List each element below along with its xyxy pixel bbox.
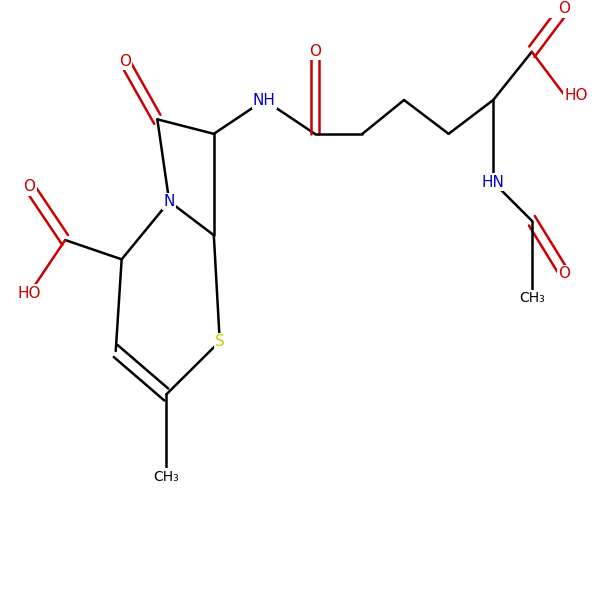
Text: O: O <box>119 54 131 69</box>
Text: O: O <box>309 44 321 59</box>
Text: HN: HN <box>482 175 505 190</box>
Text: S: S <box>215 334 224 349</box>
Text: O: O <box>23 179 35 194</box>
Text: NH: NH <box>253 92 276 107</box>
Text: O: O <box>559 1 571 16</box>
Text: O: O <box>559 266 571 281</box>
Text: N: N <box>164 194 175 209</box>
Text: HO: HO <box>18 286 41 301</box>
Text: HO: HO <box>565 88 588 103</box>
Text: CH₃: CH₃ <box>519 291 545 305</box>
Text: CH₃: CH₃ <box>154 470 179 484</box>
